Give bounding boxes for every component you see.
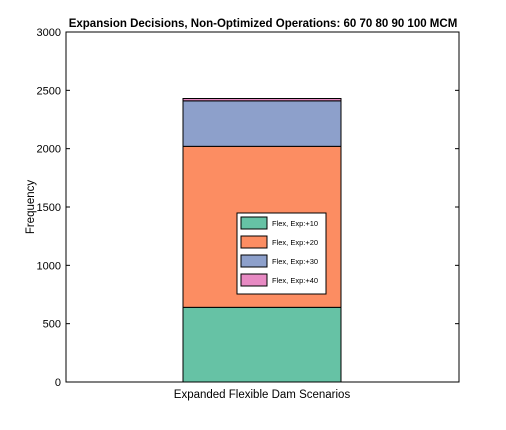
legend-swatch — [240, 235, 268, 249]
legend-label: Flex, Exp:+30 — [272, 257, 318, 266]
legend-swatch — [240, 216, 268, 230]
y-axis-label: Frequency — [25, 180, 37, 235]
y-tick-label: 1500 — [37, 202, 61, 214]
bar-segment-4 — [182, 98, 342, 102]
bar-segment-3 — [182, 100, 342, 147]
legend: Flex, Exp:+10 Flex, Exp:+20 Flex, Exp:+30 F… — [236, 212, 327, 295]
legend-label: Flex, Exp:+10 — [272, 219, 318, 228]
legend-label: Flex, Exp:+20 — [272, 238, 318, 247]
y-tick-label: 1000 — [37, 260, 61, 272]
y-axis-ticks: 0 500 1000 1500 2000 2500 3000 — [37, 27, 459, 389]
legend-swatch — [240, 254, 268, 268]
chart-title: Expansion Decisions, Non-Optimized Opera… — [69, 18, 458, 30]
legend-label: Flex, Exp:+40 — [272, 276, 318, 285]
y-tick-label: 2000 — [37, 144, 61, 156]
x-axis-label: Expanded Flexible Dam Scenarios — [174, 389, 351, 401]
y-tick-label: 3000 — [37, 27, 61, 39]
legend-swatch — [240, 273, 268, 287]
y-tick-label: 500 — [43, 319, 61, 331]
y-tick-label: 2500 — [37, 85, 61, 97]
bar-segment-1 — [182, 306, 342, 383]
y-tick-label: 0 — [55, 377, 61, 389]
